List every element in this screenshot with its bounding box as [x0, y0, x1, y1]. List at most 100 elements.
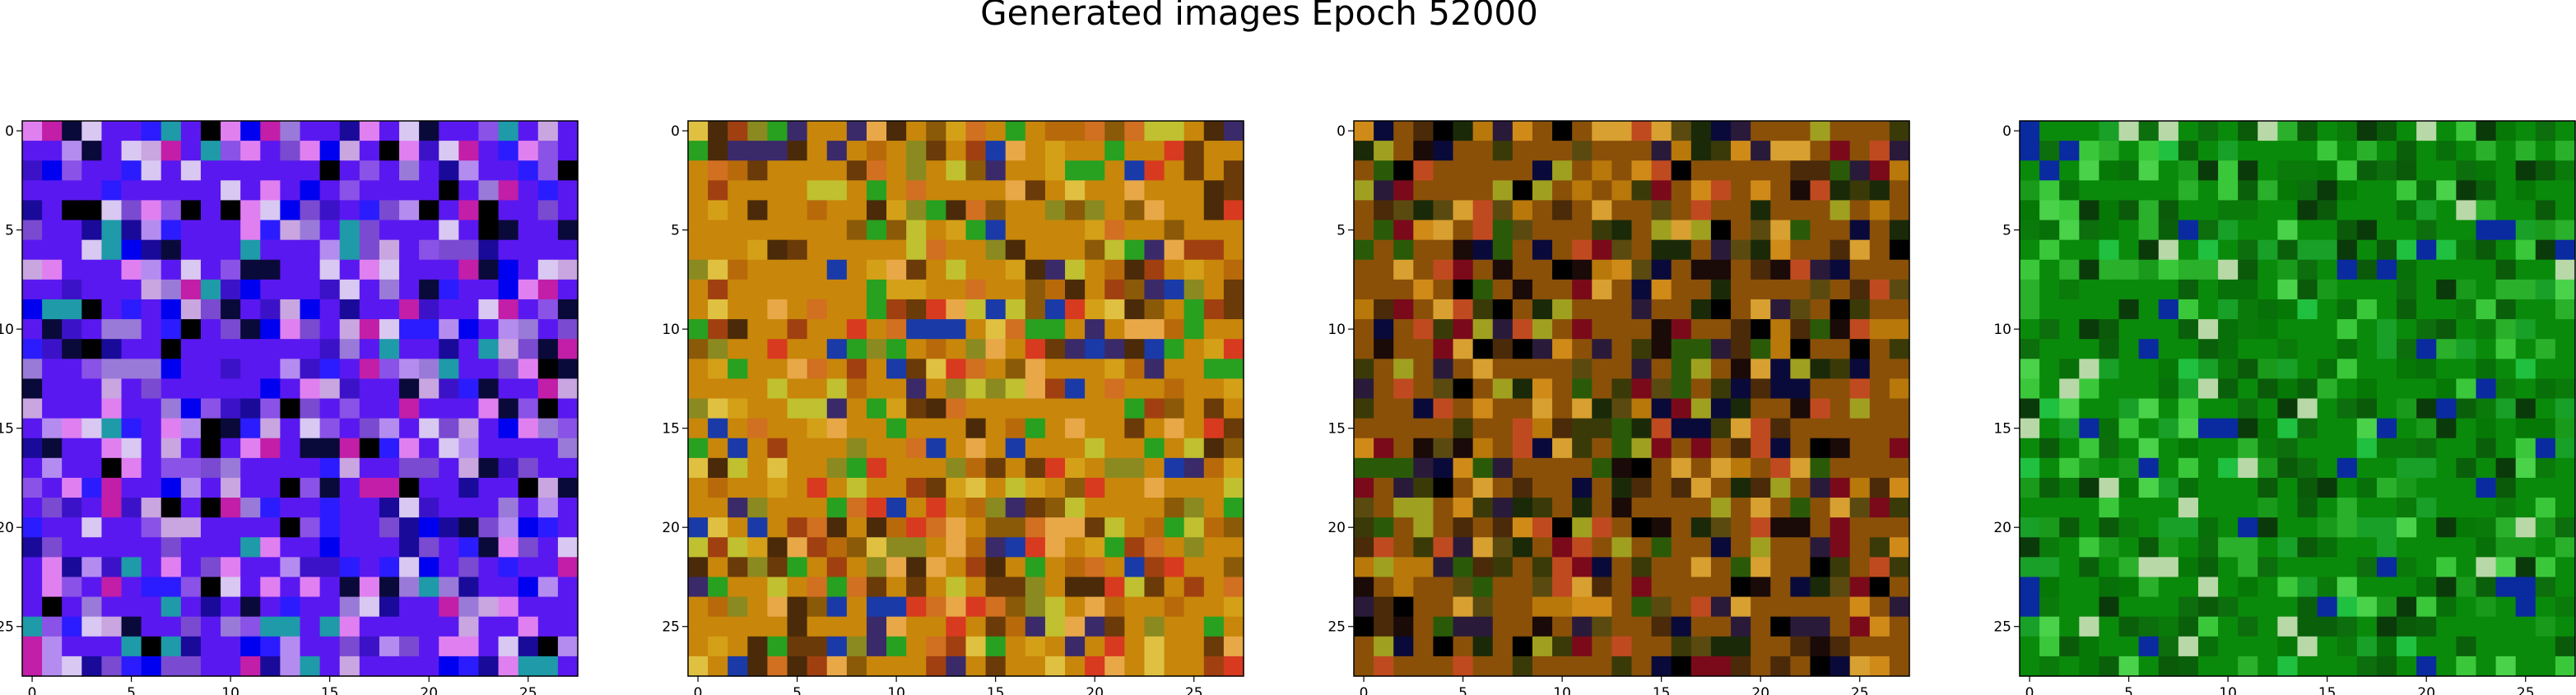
pixel-cell — [1631, 498, 1653, 518]
pixel-cell — [1512, 616, 1533, 637]
pixel-cell — [1830, 418, 1851, 439]
pixel-cell — [2218, 616, 2239, 637]
pixel-cell — [787, 418, 808, 439]
pixel-cell — [2059, 121, 2080, 141]
pixel-cell — [866, 398, 887, 419]
pixel-cell — [1413, 577, 1434, 598]
pixel-cell — [42, 656, 63, 677]
pixel-cell — [240, 398, 261, 419]
pixel-cell — [221, 398, 241, 419]
pixel-cell — [1770, 557, 1791, 578]
pixel-cell — [1512, 636, 1533, 657]
pixel-cell — [965, 498, 987, 518]
pixel-cell — [22, 299, 43, 320]
pixel-cell — [1453, 378, 1474, 400]
pixel-cell — [1849, 537, 1871, 558]
pixel-cell — [2178, 418, 2199, 439]
pixel-cell — [419, 498, 439, 518]
pixel-cell — [1124, 636, 1146, 657]
pixel-cell — [42, 279, 63, 300]
pixel-cell — [1223, 577, 1244, 598]
pixel-cell — [2079, 477, 2100, 498]
pixel-cell — [1731, 636, 1751, 657]
pixel-cell — [728, 398, 748, 419]
pixel-cell — [2118, 220, 2140, 241]
pixel-cell — [985, 359, 1007, 379]
pixel-cell — [1223, 557, 1244, 578]
pixel-cell — [399, 517, 420, 538]
pixel-cell — [2337, 359, 2358, 379]
pixel-cell — [81, 636, 103, 657]
pixel-cell — [1025, 438, 1046, 459]
pixel-cell — [787, 636, 808, 657]
pixel-cell — [379, 160, 400, 181]
pixel-cell — [458, 319, 480, 340]
pixel-cell — [2277, 141, 2299, 161]
pixel-cell — [1025, 141, 1046, 161]
pixel-cell — [2416, 477, 2437, 498]
pixel-cell — [1512, 378, 1533, 400]
pixel-cell — [1810, 359, 1831, 379]
pixel-cell — [180, 577, 202, 598]
pixel-cell — [1790, 457, 1811, 479]
pixel-cell — [2039, 378, 2060, 400]
pixel-cell — [2337, 141, 2358, 161]
pixel-cell — [1671, 180, 1692, 202]
pixel-cell — [2337, 636, 2358, 657]
pixel-cell — [2376, 557, 2397, 578]
pixel-cell — [1453, 259, 1474, 280]
pixel-cell — [728, 359, 748, 379]
pixel-cell — [498, 259, 519, 280]
pixel-cell — [926, 537, 946, 558]
pixel-cell — [1572, 537, 1593, 558]
pixel-cell — [537, 339, 559, 359]
pixel-cell — [478, 279, 500, 300]
pixel-cell — [2059, 239, 2080, 261]
pixel-cell — [2436, 378, 2457, 400]
pixel-cell — [2158, 656, 2179, 677]
pixel-cell — [2257, 656, 2278, 677]
pixel-cell — [300, 279, 321, 300]
pixel-cell — [141, 438, 162, 459]
pixel-cell — [1611, 577, 1633, 598]
pixel-cell — [319, 141, 341, 161]
pixel-cell — [2197, 398, 2219, 419]
pixel-cell — [1830, 259, 1851, 280]
pixel-cell — [728, 498, 748, 518]
pixel-cell — [2158, 319, 2179, 340]
pixel-cell — [2495, 359, 2517, 379]
pixel-cell — [81, 339, 103, 359]
pixel-cell — [2138, 279, 2160, 300]
pixel-cell — [1144, 239, 1165, 261]
pixel-cell — [280, 517, 301, 538]
pixel-cell — [1710, 180, 1732, 202]
pixel-cell — [1492, 636, 1514, 657]
pixel-cell — [221, 180, 241, 202]
pixel-cell — [537, 259, 559, 280]
pixel-cell — [886, 359, 907, 379]
pixel-cell — [419, 121, 439, 141]
pixel-cell — [728, 596, 748, 618]
pixel-cell — [2079, 537, 2100, 558]
pixel-cell — [478, 577, 500, 598]
pixel-cell — [1433, 477, 1454, 498]
pixel-cell — [1731, 141, 1751, 161]
pixel-cell — [866, 596, 887, 618]
pixel-cell — [1592, 160, 1612, 181]
pixel-cell — [419, 239, 439, 261]
pixel-cell — [221, 141, 241, 161]
pixel-cell — [1203, 656, 1225, 677]
pixel-cell — [2138, 141, 2160, 161]
pixel-cell — [1164, 239, 1185, 261]
pixel-cell — [81, 299, 103, 320]
pixel-cell — [926, 160, 946, 181]
pixel-cell — [300, 438, 321, 459]
pixel-cell — [1889, 517, 1910, 538]
pixel-cell — [1223, 498, 1244, 518]
pixel-cell — [2416, 319, 2437, 340]
pixel-cell — [101, 398, 123, 419]
pixel-cell — [1223, 180, 1244, 202]
pixel-cell — [2020, 259, 2040, 280]
pixel-cell — [141, 577, 162, 598]
